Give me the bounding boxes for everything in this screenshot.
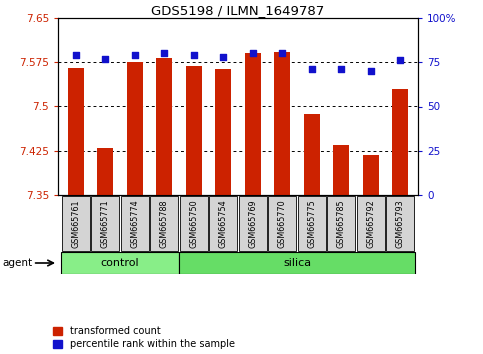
Bar [156,58,172,195]
Bar [333,145,349,195]
Bar [363,155,379,195]
Point [367,68,375,74]
Bar [274,52,290,195]
Bar [304,114,320,195]
Point [131,52,139,58]
FancyBboxPatch shape [179,252,415,274]
Bar [185,67,202,195]
Legend: transformed count, percentile rank within the sample: transformed count, percentile rank withi… [53,326,235,349]
FancyBboxPatch shape [61,252,179,274]
Point [308,67,315,72]
Text: control: control [100,258,139,268]
Point [338,67,345,72]
Point [160,51,168,56]
FancyBboxPatch shape [356,195,385,251]
Text: GSM665788: GSM665788 [160,199,169,248]
Point [397,58,404,63]
Point [249,51,256,56]
Text: GSM665770: GSM665770 [278,199,287,248]
FancyBboxPatch shape [386,195,414,251]
Bar [68,68,84,195]
Text: GSM665761: GSM665761 [71,199,80,248]
FancyBboxPatch shape [209,195,238,251]
Bar [97,148,114,195]
FancyBboxPatch shape [327,195,355,251]
Text: silica: silica [283,258,311,268]
Text: GSM665775: GSM665775 [307,199,316,248]
Point [101,56,109,62]
Text: GSM665774: GSM665774 [130,199,139,248]
Bar [215,69,231,195]
FancyBboxPatch shape [239,195,267,251]
FancyBboxPatch shape [268,195,297,251]
Point [278,51,286,56]
Bar [392,89,409,195]
Bar [244,53,261,195]
Text: GSM665785: GSM665785 [337,199,346,248]
FancyBboxPatch shape [91,195,119,251]
Bar [127,62,143,195]
FancyBboxPatch shape [180,195,208,251]
FancyBboxPatch shape [150,195,178,251]
Text: agent: agent [2,258,32,268]
Point [190,52,198,58]
Point [219,54,227,60]
FancyBboxPatch shape [61,195,90,251]
Point [72,52,80,58]
Text: GSM665793: GSM665793 [396,199,405,248]
Text: GSM665754: GSM665754 [219,199,228,248]
FancyBboxPatch shape [121,195,149,251]
Title: GDS5198 / ILMN_1649787: GDS5198 / ILMN_1649787 [151,4,325,17]
Text: GSM665750: GSM665750 [189,199,198,248]
Text: GSM665769: GSM665769 [248,199,257,248]
Text: GSM665792: GSM665792 [366,199,375,248]
FancyBboxPatch shape [298,195,326,251]
Text: GSM665771: GSM665771 [101,199,110,248]
